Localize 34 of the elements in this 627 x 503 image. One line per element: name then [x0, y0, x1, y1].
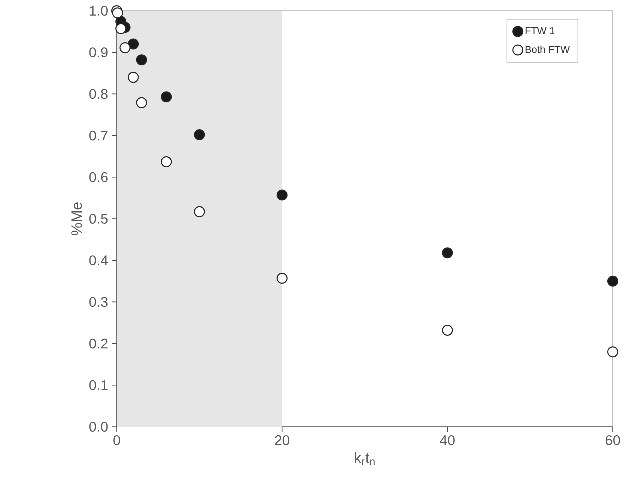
- point: [161, 92, 172, 103]
- point: [136, 97, 148, 108]
- y-tick-label: 0.9: [90, 48, 108, 58]
- point: [136, 54, 148, 66]
- point: [116, 23, 127, 34]
- y-tick-label: 1.0: [90, 6, 108, 16]
- point: [442, 248, 454, 259]
- point: [128, 38, 140, 50]
- y-tick-label: 0.1: [90, 380, 108, 390]
- x-tick-label: 60: [606, 436, 620, 446]
- legend-label: Both FTW: [526, 46, 570, 54]
- y-tick-label: 0.6: [90, 172, 108, 182]
- y-tick-label: 0.8: [90, 89, 108, 100]
- point: [120, 42, 131, 54]
- y-axis-title: %Me: [72, 202, 82, 236]
- y-tick-label: 0.4: [90, 256, 108, 266]
- point: [161, 156, 172, 168]
- point: [128, 72, 140, 84]
- point: [276, 190, 288, 201]
- point: [608, 276, 619, 287]
- y-tick-label: 0.0: [90, 422, 108, 432]
- point: [194, 206, 206, 218]
- y-tick-label: 0.2: [90, 338, 108, 349]
- y-tick-label: 0.7: [90, 130, 108, 141]
- legend-label: FTW 1: [526, 28, 555, 34]
- point: [112, 8, 124, 19]
- y-tick-label: 0.3: [90, 297, 108, 308]
- x-tick-label: 20: [275, 436, 290, 446]
- x-tick-label: 40: [440, 436, 455, 446]
- x-tick-label: 0: [114, 436, 120, 446]
- point: [194, 129, 206, 140]
- x-axis-title: k$_{r}$t$_{n}$: [355, 452, 375, 466]
- y-tick-label: 0.5: [90, 214, 108, 224]
- point: [276, 272, 288, 284]
